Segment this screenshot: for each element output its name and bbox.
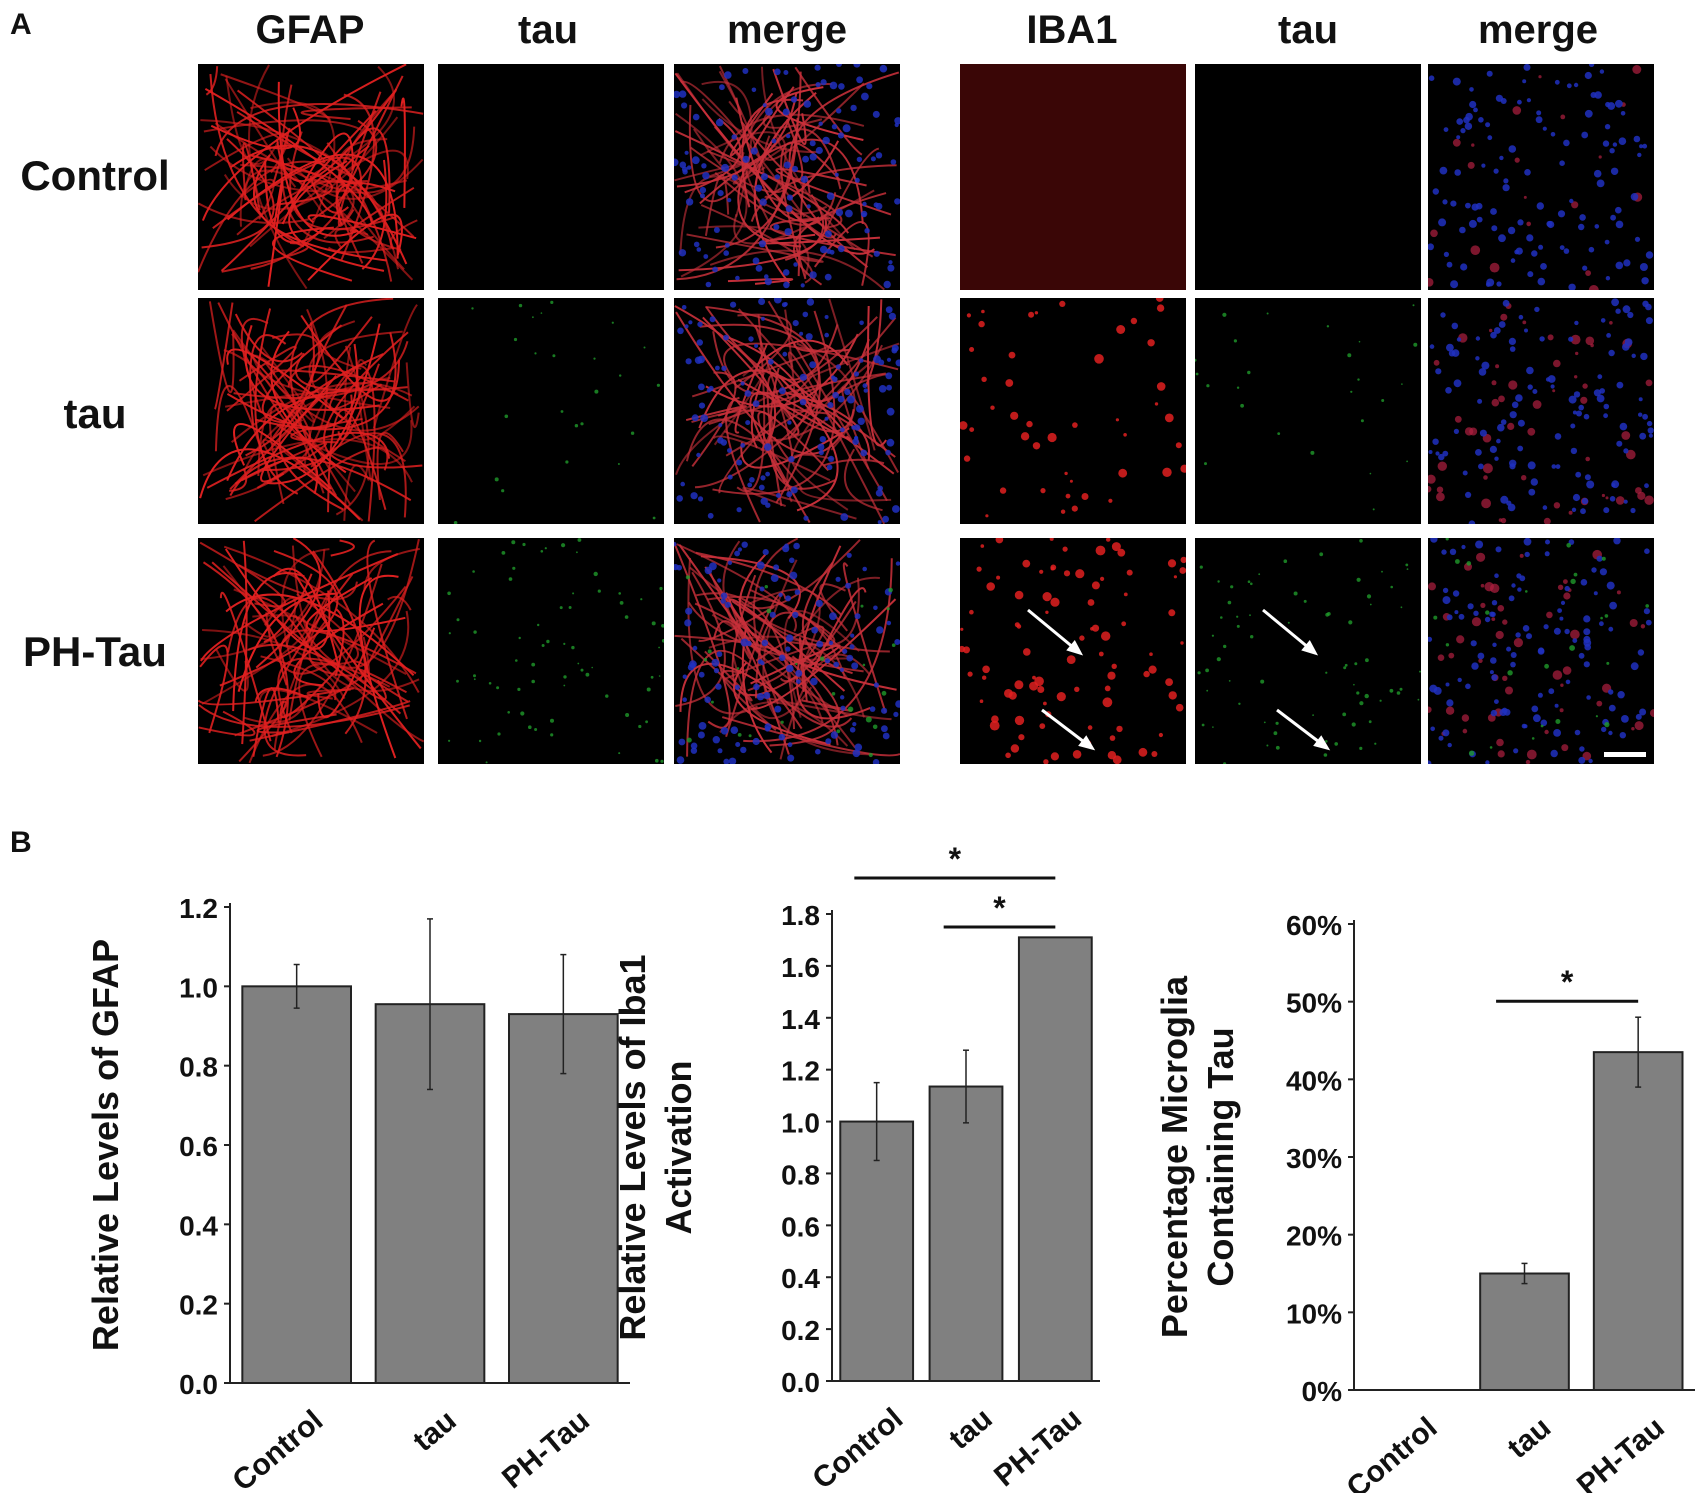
chart3-y-tick-label: 20% bbox=[1286, 1221, 1342, 1252]
chart2-y-tick-label: 0.4 bbox=[781, 1263, 820, 1294]
micrograph-tau-row1 bbox=[438, 64, 664, 290]
chart3-bar-ph-tau bbox=[1592, 1051, 1684, 1392]
chart1-y-tick-label: 0.2 bbox=[179, 1290, 218, 1321]
chart3-y-tick-label: 50% bbox=[1286, 988, 1342, 1019]
micrograph-tau-row1 bbox=[1195, 64, 1421, 290]
panel-a-label: A bbox=[10, 8, 32, 41]
chart1-y-axis-label: Relative Levels of GFAP bbox=[85, 939, 126, 1351]
micrograph-tau-row2 bbox=[438, 298, 664, 524]
row-header-tau: tau bbox=[63, 390, 127, 437]
col-header-tau-right: tau bbox=[1278, 8, 1338, 52]
chart2-significance-star: * bbox=[949, 841, 962, 877]
micrograph-iba1-row2 bbox=[960, 298, 1186, 524]
chart3-bar-tau bbox=[1479, 1272, 1570, 1391]
micrograph-merge-row3 bbox=[1428, 538, 1654, 764]
chart1-y-tick-label: 0.6 bbox=[179, 1131, 218, 1162]
micrograph-gfap-row2 bbox=[198, 298, 424, 524]
chart2-y-axis-label: Relative Levels of Iba1 bbox=[612, 954, 653, 1340]
chart1-bar-control bbox=[241, 985, 352, 1384]
micrograph-tau-row3 bbox=[438, 538, 664, 764]
col-header-iba1: IBA1 bbox=[1026, 8, 1118, 52]
chart3-x-tick-label: PH-Tau bbox=[1571, 1411, 1671, 1493]
micrograph-merge-row2 bbox=[674, 298, 900, 524]
chart2-y-tick-label: 1.8 bbox=[781, 900, 820, 931]
chart2-y-tick-label: 1.0 bbox=[781, 1108, 820, 1139]
chart2-y-axis-label: Activation bbox=[658, 1060, 699, 1234]
micrograph-iba1-row1 bbox=[960, 64, 1186, 290]
chart3-y-axis-label: Containing Tau bbox=[1200, 1027, 1241, 1286]
chart3-x-tick-label: tau bbox=[1501, 1411, 1557, 1465]
micrograph-merge-row2 bbox=[1428, 298, 1654, 524]
col-header-gfap: GFAP bbox=[255, 8, 365, 52]
micrograph-merge-row1 bbox=[1428, 64, 1654, 290]
chart1-bar-ph-tau bbox=[508, 1013, 619, 1384]
micrograph-gfap-row3 bbox=[198, 538, 424, 764]
chart3-y-tick-label: 30% bbox=[1286, 1143, 1342, 1174]
chart2-y-tick-label: 1.2 bbox=[781, 1056, 820, 1087]
row-header-control: Control bbox=[20, 152, 170, 199]
chart2-x-tick-label: PH-Tau bbox=[988, 1402, 1088, 1493]
chart2-y-tick-label: 0.2 bbox=[781, 1315, 820, 1346]
chart1-y-tick-label: 0.4 bbox=[179, 1210, 218, 1241]
micrograph-iba1-row3 bbox=[960, 538, 1186, 764]
micrograph-merge-row3 bbox=[674, 538, 900, 764]
chart2-x-tick-label: tau bbox=[943, 1402, 999, 1456]
chart2-bar-tau bbox=[928, 1085, 1004, 1382]
micrograph-tau-row3 bbox=[1195, 538, 1421, 764]
chart2-significance-star: * bbox=[993, 890, 1006, 926]
chart2-y-tick-label: 0.6 bbox=[781, 1211, 820, 1242]
chart2-bar-ph-tau bbox=[1017, 936, 1093, 1382]
chart1-y-tick-label: 1.0 bbox=[179, 972, 218, 1003]
chart1-y-tick-label: 0.8 bbox=[179, 1052, 218, 1083]
chart1-y-tick-label: 0.0 bbox=[179, 1369, 218, 1400]
micrograph-tau-row2 bbox=[1195, 298, 1421, 524]
micrograph-gfap-row1 bbox=[198, 64, 424, 290]
chart3-y-tick-label: 0% bbox=[1302, 1376, 1343, 1407]
chart3-y-axis-label: Percentage Microglia bbox=[1154, 975, 1195, 1338]
chart3-y-tick-label: 40% bbox=[1286, 1065, 1342, 1096]
chart3-y-tick-label: 60% bbox=[1286, 910, 1342, 941]
chart3-y-tick-label: 10% bbox=[1286, 1298, 1342, 1329]
chart3-x-tick-label: Control bbox=[1341, 1411, 1444, 1493]
micrograph-merge-row1 bbox=[674, 64, 900, 290]
chart1-x-tick-label: PH-Tau bbox=[496, 1404, 596, 1493]
chart2-y-tick-label: 1.6 bbox=[781, 952, 820, 983]
chart2-x-tick-label: Control bbox=[806, 1402, 909, 1493]
col-header-merge-left: merge bbox=[726, 8, 848, 52]
col-header-tau-left: tau bbox=[518, 8, 578, 52]
chart2-bar-control bbox=[839, 1120, 915, 1382]
chart3-significance-star: * bbox=[1561, 964, 1574, 1000]
chart2-y-tick-label: 0.0 bbox=[781, 1367, 820, 1398]
chart1-x-tick-label: Control bbox=[226, 1404, 329, 1493]
row-header-phtau: PH-Tau bbox=[23, 628, 167, 675]
chart1-y-tick-label: 1.2 bbox=[179, 893, 218, 924]
col-header-merge-right: merge bbox=[1477, 8, 1599, 52]
chart1-x-tick-label: tau bbox=[407, 1404, 463, 1458]
chart2-y-tick-label: 1.4 bbox=[781, 1004, 820, 1035]
chart2-y-tick-label: 0.8 bbox=[781, 1159, 820, 1190]
panel-b-label: B bbox=[10, 826, 32, 859]
